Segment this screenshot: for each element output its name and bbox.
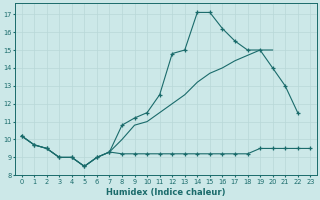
X-axis label: Humidex (Indice chaleur): Humidex (Indice chaleur) <box>106 188 226 197</box>
